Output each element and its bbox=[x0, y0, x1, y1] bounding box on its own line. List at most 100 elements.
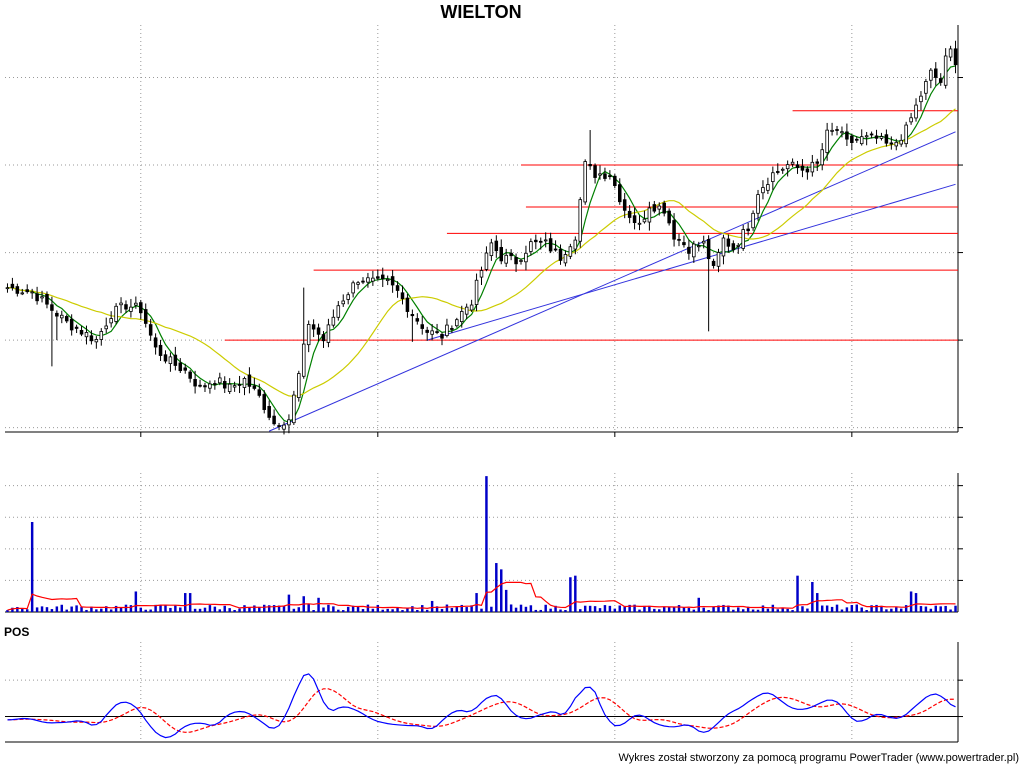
candlestick bbox=[771, 166, 775, 191]
candlestick bbox=[287, 414, 291, 434]
candlestick bbox=[15, 283, 20, 297]
candlestick bbox=[830, 122, 834, 136]
candle-body bbox=[134, 302, 138, 306]
candle-body bbox=[790, 161, 795, 165]
candlestick bbox=[227, 378, 232, 394]
candle-body bbox=[227, 383, 232, 392]
candle-body bbox=[336, 305, 341, 318]
candle-body bbox=[499, 247, 504, 262]
candle-body bbox=[780, 168, 785, 171]
candle-body bbox=[756, 194, 760, 214]
candlestick bbox=[257, 383, 262, 398]
moving-average-20-line bbox=[7, 108, 956, 397]
candlestick bbox=[242, 376, 247, 396]
candle-body bbox=[884, 134, 889, 144]
candle-body bbox=[420, 324, 425, 329]
candle-body bbox=[924, 81, 928, 94]
candlestick bbox=[938, 73, 943, 86]
candlestick bbox=[677, 233, 681, 247]
candlestick bbox=[445, 318, 449, 338]
candle-body bbox=[469, 304, 474, 311]
candlestick bbox=[919, 91, 923, 111]
candlestick bbox=[662, 200, 666, 217]
candle-body bbox=[548, 238, 553, 252]
candle-body bbox=[805, 168, 810, 173]
candle-body bbox=[15, 286, 20, 294]
candle-body bbox=[948, 48, 953, 58]
candle-body bbox=[692, 243, 696, 258]
candle-body bbox=[677, 238, 681, 241]
candle-body bbox=[484, 252, 489, 270]
candle-body bbox=[583, 161, 587, 203]
candle-body bbox=[45, 294, 49, 305]
candlestick bbox=[104, 317, 108, 334]
candle-body bbox=[573, 239, 578, 250]
candlestick bbox=[35, 286, 39, 305]
candle-body bbox=[361, 280, 365, 283]
candle-body bbox=[198, 384, 202, 387]
candlestick bbox=[756, 189, 760, 221]
candle-body bbox=[326, 324, 331, 343]
candlestick bbox=[652, 200, 657, 214]
candle-body bbox=[593, 165, 597, 178]
candlestick bbox=[790, 158, 795, 167]
candlestick bbox=[99, 328, 104, 346]
candle-body bbox=[168, 356, 173, 364]
candlestick bbox=[361, 277, 365, 285]
candle-body bbox=[232, 385, 237, 388]
candlestick bbox=[237, 375, 242, 394]
candle-body bbox=[716, 252, 721, 267]
candlestick bbox=[79, 325, 84, 337]
candle-body bbox=[371, 277, 375, 282]
candle-body bbox=[35, 293, 39, 302]
candle-body bbox=[642, 218, 647, 223]
candlestick bbox=[780, 167, 785, 174]
candle-body bbox=[815, 161, 820, 164]
candle-body bbox=[474, 279, 479, 305]
candlestick bbox=[682, 235, 686, 248]
candlestick bbox=[914, 98, 918, 122]
candle-body bbox=[445, 324, 449, 336]
candle-body bbox=[218, 377, 222, 384]
candlestick bbox=[153, 333, 158, 355]
candle-body bbox=[697, 245, 701, 248]
candlestick bbox=[272, 409, 276, 426]
candle-body bbox=[252, 385, 257, 389]
candle-body bbox=[494, 240, 499, 252]
candlestick bbox=[583, 159, 587, 205]
candlestick bbox=[524, 245, 528, 271]
candle-body bbox=[459, 311, 464, 323]
candlestick bbox=[608, 170, 612, 180]
candle-body bbox=[899, 139, 903, 145]
candlestick bbox=[815, 158, 820, 171]
candle-body bbox=[701, 240, 706, 244]
candlestick bbox=[825, 122, 829, 161]
candle-body bbox=[139, 302, 143, 314]
candlestick bbox=[148, 318, 153, 341]
candle-body bbox=[736, 244, 741, 247]
candlestick bbox=[494, 235, 499, 258]
candle-body bbox=[934, 68, 938, 78]
candlestick bbox=[455, 317, 459, 328]
candlestick bbox=[884, 129, 889, 147]
candlestick bbox=[306, 320, 311, 353]
candle-body bbox=[60, 314, 64, 319]
candle-body bbox=[578, 199, 583, 242]
candle-body bbox=[667, 210, 671, 224]
candlestick bbox=[514, 253, 518, 273]
candlestick bbox=[380, 267, 385, 287]
candlestick bbox=[10, 277, 15, 291]
candlestick bbox=[509, 249, 513, 261]
candlestick bbox=[252, 377, 257, 391]
candlestick bbox=[129, 298, 133, 318]
candle-body bbox=[785, 164, 790, 170]
candle-body bbox=[30, 291, 34, 294]
candle-body bbox=[909, 117, 913, 123]
footer-credit: Wykres został stworzony za pomocą progra… bbox=[618, 752, 1019, 764]
candlestick bbox=[874, 129, 879, 144]
candle-body bbox=[795, 164, 800, 169]
candlestick bbox=[697, 241, 701, 252]
candlestick bbox=[124, 300, 128, 314]
chart-title: WIELTON bbox=[440, 2, 521, 22]
candle-body bbox=[55, 312, 59, 317]
